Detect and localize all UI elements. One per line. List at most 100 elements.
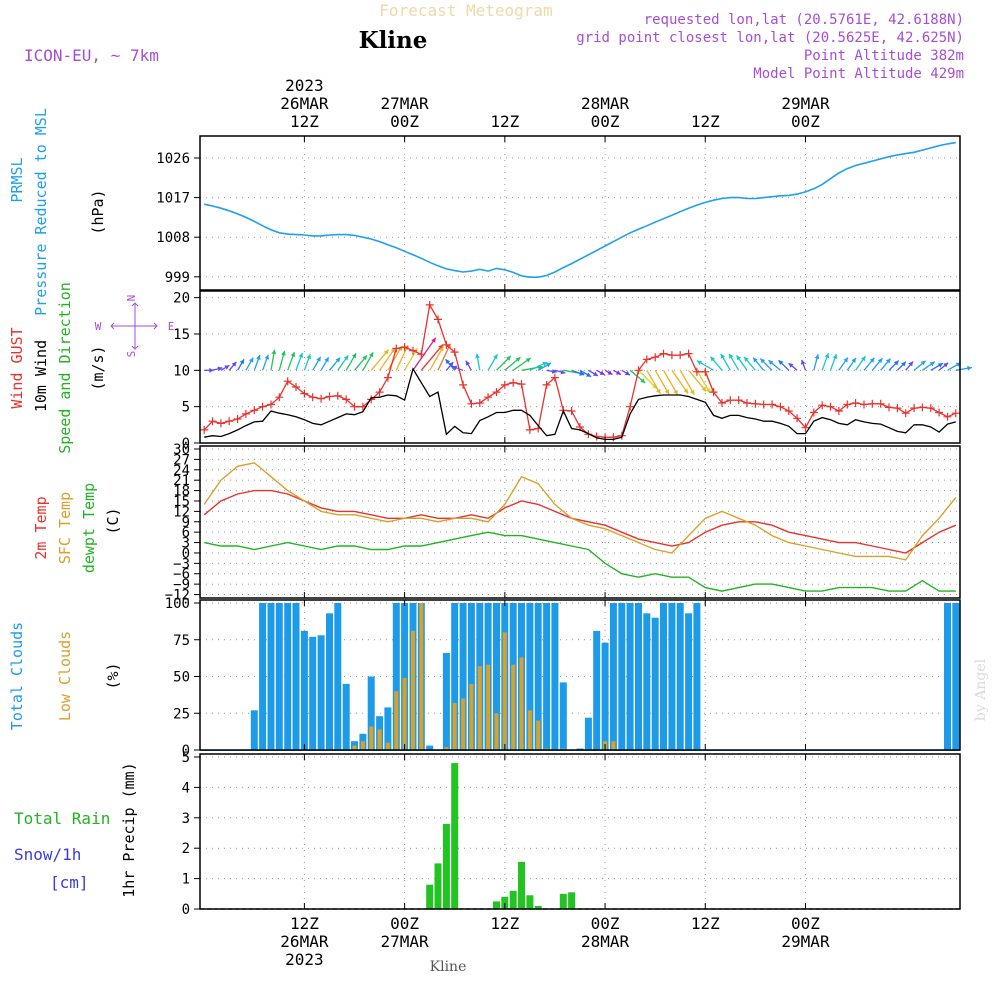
wind-arrow xyxy=(437,343,451,371)
rain-bar xyxy=(501,896,509,909)
gust-marker xyxy=(542,380,551,389)
total-clouds-axis-title: Total Clouds xyxy=(8,622,26,730)
wind-arrow-head xyxy=(224,365,230,370)
y-tick-label: 12 xyxy=(173,504,190,520)
prmsl-axis-title: PRMSL xyxy=(8,157,26,202)
grid-point-coords: grid point closest lon,lat (20.5625E, 42… xyxy=(576,30,964,46)
wind-arrow-head xyxy=(760,358,766,364)
wind-arrow-head xyxy=(281,350,286,356)
wind-arrow-head xyxy=(701,386,707,392)
wind-arrow-head xyxy=(525,358,531,363)
total-cloud-bar xyxy=(493,603,500,750)
low-cloud-bar xyxy=(411,630,415,750)
gust-marker xyxy=(918,403,927,412)
y-tick-label: 15 xyxy=(173,327,190,343)
total-cloud-bar xyxy=(442,653,450,750)
y-tick-label: 9 xyxy=(182,515,190,531)
wind-arrow-head xyxy=(901,361,906,367)
wind-arrow-head xyxy=(843,357,848,363)
wind-arrow xyxy=(662,369,679,396)
y-tick-label: 3 xyxy=(182,536,190,552)
low-cloud-bar xyxy=(494,713,499,751)
y-tick-label: 999 xyxy=(165,270,190,286)
gust-marker xyxy=(876,399,885,408)
total-cloud-bar xyxy=(284,603,292,750)
top-time-label: 12Z xyxy=(290,112,319,131)
wind-arrow xyxy=(654,369,670,395)
gust-marker xyxy=(809,408,818,417)
gust-marker xyxy=(667,351,676,360)
wind-arrow-head xyxy=(861,356,866,362)
dewpoint-axis-title: dewpt Temp xyxy=(80,483,98,573)
gust-marker xyxy=(417,350,426,359)
panel-frame-precip xyxy=(199,753,961,910)
total-cloud-bar xyxy=(593,630,601,750)
total-cloud-bar xyxy=(317,635,325,750)
gust-marker xyxy=(258,402,267,411)
y-tick-label: −9 xyxy=(173,577,190,593)
gust-marker xyxy=(200,425,209,434)
gust-marker xyxy=(292,383,300,391)
y-tick-label: 20 xyxy=(173,291,190,307)
total-cloud-bar xyxy=(668,603,676,750)
rain-bar xyxy=(426,884,434,909)
footer-location: Kline xyxy=(430,959,467,975)
wind-arrow-head xyxy=(885,358,891,364)
wind-arrow-head xyxy=(625,370,630,376)
wind-arrow xyxy=(379,347,396,371)
gust-marker xyxy=(434,315,442,324)
wind-arrow-head xyxy=(351,353,357,359)
wind-arrow-head xyxy=(506,355,511,361)
gust-marker xyxy=(726,396,735,405)
panel-frame-temperature xyxy=(199,445,961,599)
gust-marker xyxy=(325,392,334,401)
total-cloud-bar xyxy=(426,745,434,750)
wind-arrow-head xyxy=(452,365,458,371)
wind-arrow-head xyxy=(256,355,261,360)
gust-marker xyxy=(759,400,768,409)
rain-bar xyxy=(509,890,517,909)
wind-arrow-head xyxy=(217,366,223,372)
y-tick-label: 1008 xyxy=(156,230,190,246)
wind-arrow-head xyxy=(542,361,548,367)
gust-marker xyxy=(283,377,292,386)
low-clouds-axis-title: Low Clouds xyxy=(56,631,74,721)
wind-arrow-head xyxy=(335,357,341,363)
bottom-time-label: 2023 xyxy=(285,950,324,969)
wind-arrow-head xyxy=(551,369,557,374)
y-tick-label: 5 xyxy=(182,400,190,416)
y-tick-label: 10 xyxy=(173,363,190,379)
gust-marker xyxy=(333,391,342,400)
low-cloud-bar xyxy=(452,703,457,750)
gust-axis-title: Wind GUST xyxy=(8,327,26,408)
y-tick-label: 4 xyxy=(182,780,190,796)
top-time-label: 28MAR xyxy=(581,94,630,113)
wind-arrow-head xyxy=(493,354,498,360)
panel-frame-wind xyxy=(199,290,961,444)
gust-marker xyxy=(484,393,493,402)
gust-marker xyxy=(885,403,893,412)
gust-marker xyxy=(459,380,468,389)
total-cloud-bar xyxy=(275,603,283,750)
y-tick-label: 0 xyxy=(182,436,190,452)
wind10m-line xyxy=(204,367,956,441)
top-time-label: 00Z xyxy=(591,112,620,131)
gust-marker xyxy=(225,417,234,426)
top-time-label: 12Z xyxy=(490,112,519,131)
wind-arrow-head xyxy=(448,362,454,367)
wind-arrow-head xyxy=(710,356,716,362)
y-tick-label: 25 xyxy=(173,706,190,722)
wind-arrow-head xyxy=(249,357,254,363)
wind-arrow-head xyxy=(683,388,688,394)
gust-marker xyxy=(860,400,868,409)
wind-unit: (m/s) xyxy=(89,345,107,390)
y-tick-label: 21 xyxy=(173,473,190,489)
rain-bar xyxy=(568,892,576,909)
gust-marker xyxy=(567,407,576,415)
requested-coords: requested lon,lat (20.5761E, 42.6188N) xyxy=(644,12,964,28)
wind-arrow xyxy=(429,346,444,371)
low-cloud-bar xyxy=(611,741,616,750)
gust-marker xyxy=(684,349,693,358)
wind-arrow-head xyxy=(908,361,914,367)
